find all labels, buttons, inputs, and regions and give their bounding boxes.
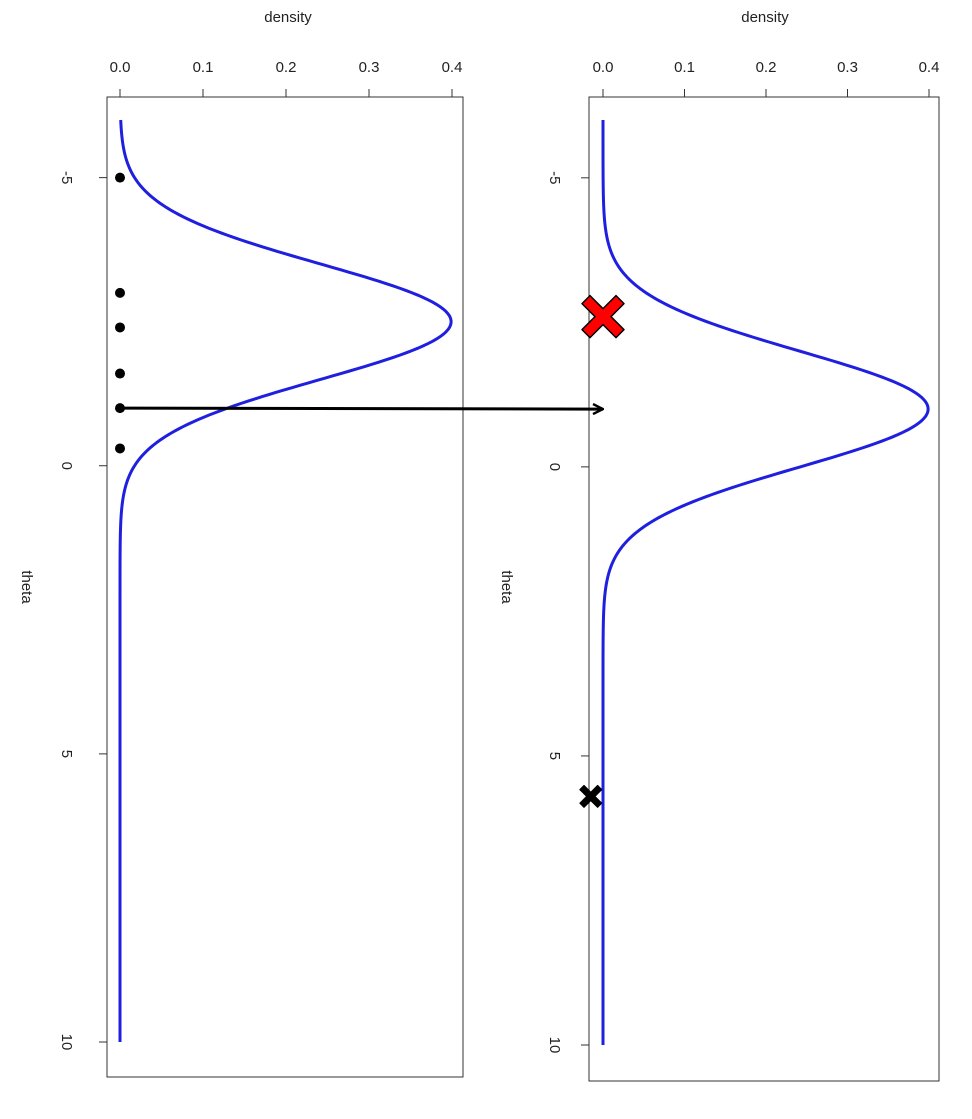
x-axis-title: theta — [498, 570, 515, 604]
sample-point — [115, 443, 125, 454]
y-tick-label: 0.2 — [276, 59, 297, 76]
panel-left: density theta 0.0 0.1 0.2 0.3 0.4 -5 0 5 10 — [18, 9, 464, 1078]
y-tick-label: 0.4 — [919, 59, 940, 76]
x-tick-label: 10 — [546, 1037, 563, 1054]
panel-right: density theta 0.0 0.1 0.2 0.3 0.4 -5 0 5 10 — [498, 9, 940, 1082]
y-axis-title: density — [264, 9, 312, 26]
transfer-arrow — [119, 408, 603, 409]
x-tick-label: 0 — [546, 463, 563, 471]
x-axis-title: theta — [18, 570, 35, 604]
y-tick-label: 0.2 — [756, 59, 777, 76]
y-tick-label: 0.4 — [442, 59, 463, 76]
sample-point — [115, 322, 125, 333]
y-tick-label: 0.1 — [674, 59, 695, 76]
y-tick-label: 0.0 — [110, 59, 131, 76]
x-tick-label: -5 — [546, 171, 563, 184]
y-ticks: 0.0 0.1 0.2 0.3 0.4 — [593, 59, 940, 98]
black-cross-marker — [579, 784, 603, 808]
cross-markers — [579, 294, 625, 808]
plot-frame — [588, 96, 940, 1082]
x-ticks: -5 0 5 10 — [58, 171, 108, 1051]
sample-point — [115, 287, 125, 298]
sample-point — [115, 368, 125, 379]
x-tick-label: 10 — [58, 1034, 75, 1051]
x-tick-label: 5 — [58, 750, 75, 758]
y-tick-label: 0.0 — [593, 59, 614, 76]
density-curve — [118, 119, 453, 1042]
density-curve — [601, 120, 930, 1045]
x-tick-label: 5 — [546, 752, 563, 760]
y-axis-title: density — [741, 9, 789, 26]
sample-point — [115, 172, 125, 183]
y-tick-label: 0.3 — [837, 59, 858, 76]
x-tick-label: 0 — [58, 462, 75, 470]
x-tick-label: -5 — [58, 171, 75, 184]
y-tick-label: 0.3 — [359, 59, 380, 76]
y-tick-label: 0.1 — [193, 59, 214, 76]
red-cross-marker — [581, 294, 625, 339]
plot-frame — [106, 96, 464, 1078]
data-points — [115, 172, 125, 454]
y-ticks: 0.0 0.1 0.2 0.3 0.4 — [110, 59, 463, 98]
